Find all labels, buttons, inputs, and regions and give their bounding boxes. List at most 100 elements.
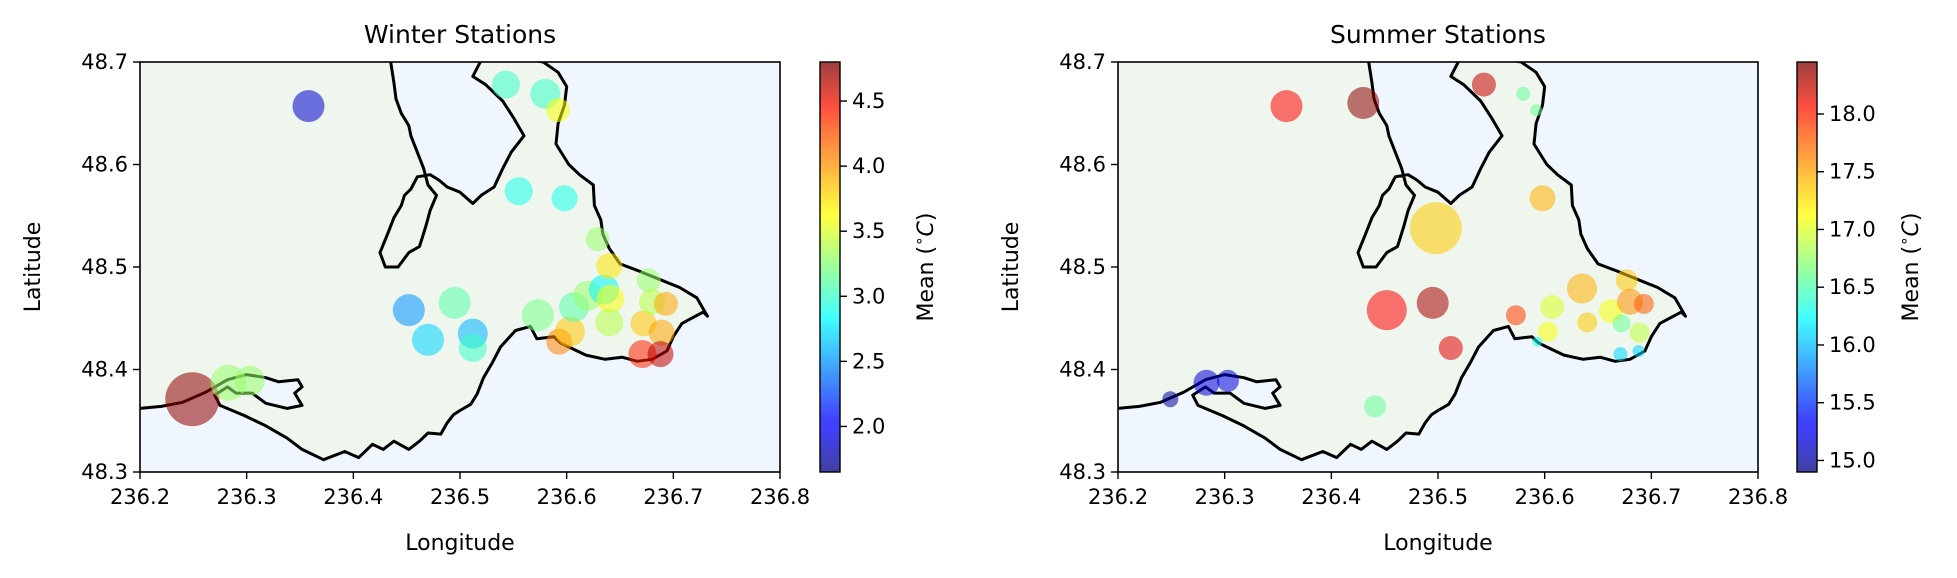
- winter-station-marker: [234, 365, 265, 396]
- winter-y-tick-label: 48.6: [81, 153, 128, 177]
- winter-colorbar-tick-label: 3.0: [852, 284, 885, 308]
- winter-chart-title: Winter Stations: [364, 20, 556, 49]
- winter-plot-area: [139, 61, 781, 473]
- summer-station-marker: [1567, 273, 1597, 304]
- winter-station-marker: [504, 177, 533, 206]
- winter-y-axis-ticks: 48.3 48.4 48.5 48.6 48.7: [81, 50, 140, 484]
- winter-station-marker: [165, 372, 220, 427]
- summer-x-axis-ticks: 236.2 236.3 236.4 236.5 236.6 236.7 236.8: [1088, 472, 1788, 509]
- summer-station-marker: [1529, 185, 1556, 212]
- summer-colorbar-gradient: [1796, 61, 1818, 473]
- summer-chart-title: Summer Stations: [1330, 20, 1546, 49]
- summer-station-marker: [1270, 90, 1303, 123]
- summer-y-tick-label: 48.4: [1059, 358, 1106, 382]
- winter-colorbar-ticks: 2.0 2.5 3.0 3.5 4.0 4.5: [840, 89, 885, 438]
- summer-station-marker: [1193, 369, 1220, 396]
- winter-station-marker: [412, 323, 444, 356]
- summer-station-marker: [1347, 87, 1380, 119]
- winter-station-marker: [653, 291, 678, 316]
- winter-station-marker: [647, 341, 674, 368]
- summer-y-tick-label: 48.3: [1059, 460, 1106, 484]
- winter-station-markers: [165, 70, 678, 427]
- summer-colorbar-tick-label: 16.5: [1829, 275, 1876, 299]
- winter-station-marker: [596, 284, 625, 313]
- summer-colorbar-ticks: 15.0 15.5 16.0 16.5 17.0 17.5 18.0: [1817, 102, 1876, 472]
- winter-station-marker: [585, 227, 610, 252]
- winter-station-marker: [551, 185, 578, 212]
- summer-x-axis-label: Longitude: [1383, 531, 1492, 556]
- summer-station-marker: [1532, 336, 1543, 347]
- summer-plot-area: [1117, 61, 1759, 473]
- summer-y-tick-label: 48.6: [1059, 153, 1106, 177]
- summer-station-marker: [1409, 202, 1462, 255]
- winter-station-marker: [595, 308, 624, 337]
- winter-colorbar-gradient: [819, 61, 841, 473]
- summer-station-marker: [1633, 293, 1654, 314]
- summer-x-tick-label: 236.6: [1515, 485, 1575, 509]
- winter-x-tick-label: 236.3: [217, 485, 277, 509]
- winter-y-tick-label: 48.3: [81, 460, 128, 484]
- winter-station-marker: [458, 334, 487, 362]
- winter-colorbar-tick-label: 4.0: [852, 154, 885, 178]
- winter-x-tick-label: 236.6: [537, 485, 597, 509]
- summer-y-tick-label: 48.5: [1059, 255, 1106, 279]
- summer-station-marker: [1612, 314, 1631, 333]
- summer-station-marker: [1615, 269, 1638, 292]
- winter-x-tick-label: 236.5: [430, 485, 490, 509]
- summer-colorbar-tick-label: 18.0: [1829, 102, 1876, 126]
- winter-station-marker: [546, 98, 571, 123]
- summer-x-tick-label: 236.5: [1408, 485, 1468, 509]
- summer-station-marker: [1416, 286, 1449, 319]
- summer-station-marker: [1516, 86, 1531, 101]
- summer-station-marker: [1613, 347, 1628, 362]
- summer-station-marker: [1540, 295, 1565, 319]
- summer-x-tick-label: 236.2: [1088, 485, 1148, 509]
- winter-colorbar-label: Mean (∘C): [910, 213, 939, 322]
- winter-colorbar: 2.0 2.5 3.0 3.5 4.0 4.5 Mean (∘C): [819, 61, 939, 473]
- winter-station-marker: [392, 294, 425, 327]
- winter-coastline: [140, 62, 709, 462]
- summer-station-marker: [1530, 104, 1543, 117]
- winter-x-tick-label: 236.8: [750, 485, 810, 509]
- winter-y-tick-label: 48.4: [81, 358, 128, 382]
- summer-station-marker: [1537, 321, 1558, 342]
- summer-station-marker: [1632, 345, 1645, 357]
- summer-station-marker: [1216, 369, 1239, 392]
- winter-panel: Winter Stations 236.2 236.3 236.4 236.5 236.…: [21, 20, 939, 556]
- winter-x-tick-label: 236.4: [323, 485, 383, 509]
- summer-colorbar-tick-label: 17.5: [1829, 160, 1876, 184]
- summer-station-marker: [1505, 305, 1526, 326]
- winter-station-marker: [554, 316, 585, 347]
- summer-station-markers: [1162, 72, 1654, 418]
- summer-colorbar-tick-label: 17.0: [1829, 217, 1876, 241]
- summer-station-marker: [1162, 391, 1179, 408]
- winter-station-marker: [648, 319, 675, 346]
- summer-station-marker: [1629, 322, 1650, 343]
- summer-colorbar-label: Mean (∘C): [1895, 213, 1924, 322]
- winter-station-marker: [491, 70, 520, 99]
- winter-station-marker: [292, 90, 325, 123]
- winter-y-tick-label: 48.5: [81, 255, 128, 279]
- winter-x-axis-label: Longitude: [405, 531, 514, 556]
- winter-station-marker: [521, 299, 554, 332]
- summer-y-tick-label: 48.7: [1059, 50, 1106, 74]
- summer-station-marker: [1438, 336, 1463, 360]
- summer-station-marker: [1366, 290, 1407, 331]
- winter-colorbar-tick-label: 3.5: [852, 219, 885, 243]
- summer-panel: Summer Stations 236.2 236.3 236.4 236.5 236.…: [999, 20, 1924, 556]
- summer-colorbar: 15.0 15.5 16.0 16.5 17.0 17.5 18.0 Mean (∘C): [1796, 61, 1924, 473]
- winter-x-tick-label: 236.7: [643, 485, 703, 509]
- winter-station-marker: [596, 253, 623, 279]
- winter-colorbar-tick-label: 2.5: [852, 349, 885, 373]
- winter-station-marker: [628, 340, 657, 369]
- summer-x-tick-label: 236.7: [1621, 485, 1681, 509]
- summer-y-axis-label: Latitude: [999, 222, 1024, 313]
- summer-station-marker: [1364, 395, 1387, 418]
- winter-y-tick-label: 48.7: [81, 50, 128, 74]
- winter-station-marker: [636, 268, 661, 293]
- summer-colorbar-tick-label: 15.5: [1829, 391, 1876, 415]
- summer-y-axis-ticks: 48.3 48.4 48.5 48.6 48.7: [1059, 50, 1118, 484]
- winter-station-marker: [438, 286, 471, 319]
- summer-coastline: [1118, 62, 1687, 462]
